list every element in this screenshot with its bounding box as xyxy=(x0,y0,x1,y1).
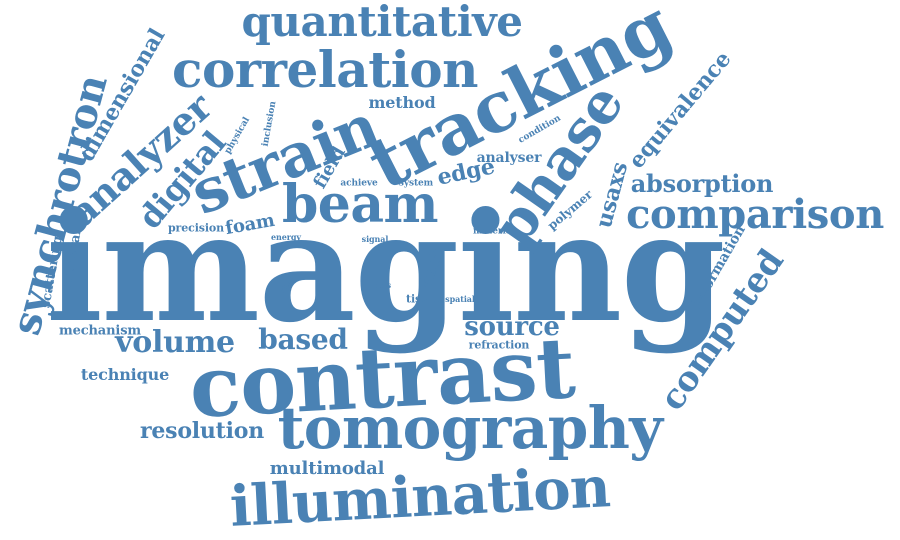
word-material: material xyxy=(473,226,515,237)
word-mechanism: mechanism xyxy=(58,323,142,339)
word-thesis: thesis xyxy=(364,280,392,290)
word-energy: energy xyxy=(271,232,301,242)
word-source: source xyxy=(464,312,560,342)
word-achieve: achieve xyxy=(340,178,378,189)
word-comparison: comparison xyxy=(626,191,884,238)
word-resolution: resolution xyxy=(140,418,264,444)
word-beam: beam xyxy=(281,174,439,235)
word-precision: precision xyxy=(167,221,225,235)
word-volume: volume xyxy=(115,325,235,360)
word-technique: technique xyxy=(80,365,170,384)
word-spatial: spatial xyxy=(445,294,475,304)
word-multimodal: multimodal xyxy=(269,458,385,479)
word-absorption: absorption xyxy=(630,169,774,198)
word-system: system xyxy=(398,178,434,189)
word-correlation: correlation xyxy=(172,40,478,99)
word-based: based xyxy=(258,323,348,356)
word-tissue: tissue xyxy=(406,292,442,306)
word-signal: signal xyxy=(361,234,389,244)
word-analyser: analyser xyxy=(476,150,542,166)
word-refraction: refraction xyxy=(468,338,530,352)
word-tomography: tomography xyxy=(277,394,663,462)
word-quantitative: quantitative xyxy=(241,0,523,46)
word-method: method xyxy=(368,93,436,112)
word-imaging: imaging xyxy=(45,180,726,356)
